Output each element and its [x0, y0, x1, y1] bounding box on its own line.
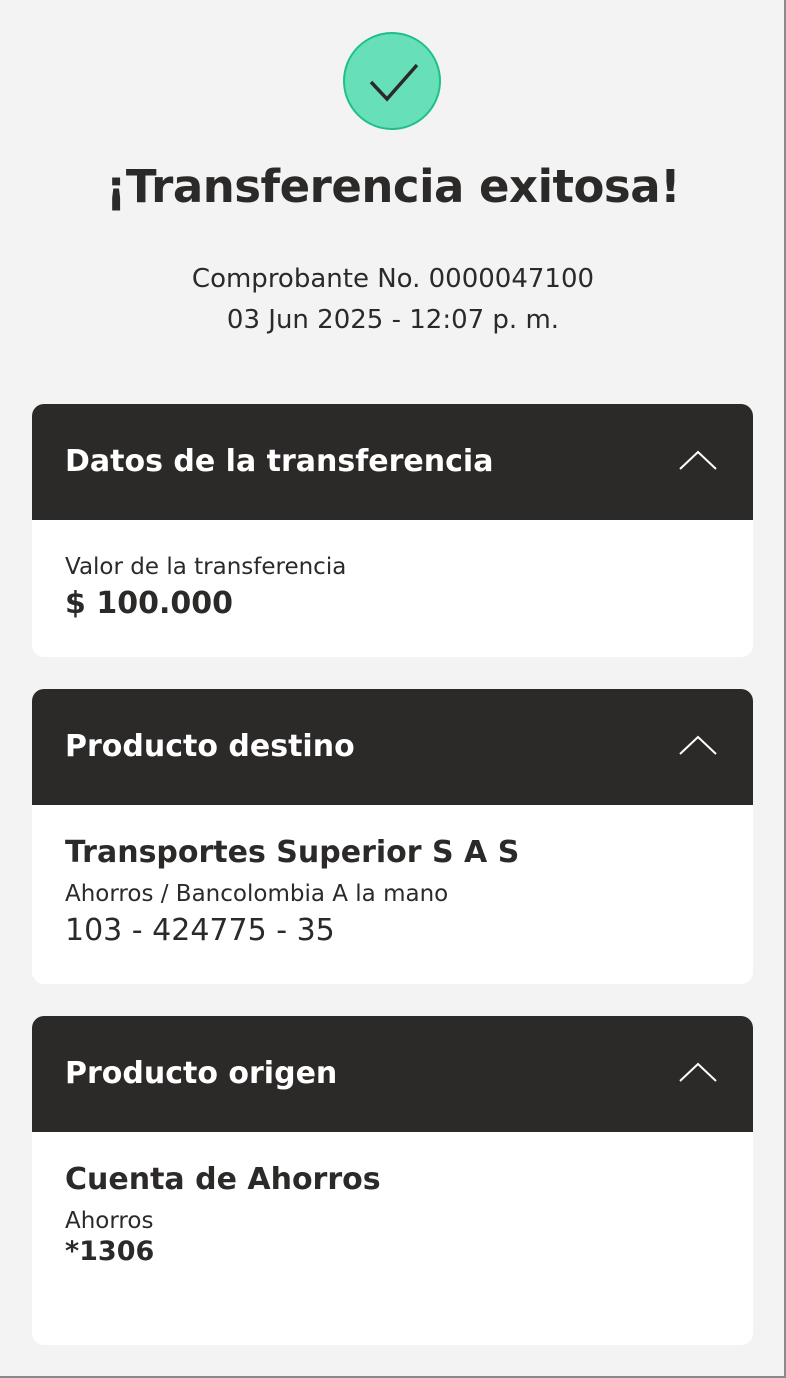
section-title: Producto destino: [65, 729, 355, 764]
amount-value: $ 100.000: [65, 586, 233, 621]
page-title: ¡Transferencia exitosa!: [105, 160, 681, 213]
section-header-transfer-data[interactable]: Datos de la transferencia: [32, 404, 753, 520]
section-header-destination[interactable]: Producto destino: [32, 689, 753, 805]
card-origin-product: Producto origen Cuenta de Ahorros Ahorro…: [32, 1016, 753, 1345]
section-title: Datos de la transferencia: [65, 444, 494, 479]
amount-label: Valor de la transferencia: [65, 554, 347, 580]
section-header-origin[interactable]: Producto origen: [32, 1016, 753, 1132]
destination-account-type: Ahorros / Bancolombia A la mano: [65, 881, 449, 907]
section-title: Producto origen: [65, 1056, 338, 1091]
destination-account-number: 103 - 424775 - 35: [65, 913, 335, 948]
origin-name: Cuenta de Ahorros: [65, 1162, 381, 1197]
destination-name: Transportes Superior S A S: [65, 835, 520, 870]
transfer-datetime: 03 Jun 2025 - 12:07 p. m.: [226, 305, 560, 335]
card-destination-product: Producto destino Transportes Superior S …: [32, 689, 753, 984]
receipt-number: Comprobante No. 0000047100: [191, 264, 595, 294]
chevron-up-icon[interactable]: [679, 734, 717, 756]
origin-account-type: Ahorros: [65, 1208, 154, 1234]
chevron-up-icon[interactable]: [679, 1061, 717, 1083]
card-transfer-data: Datos de la transferencia Valor de la tr…: [32, 404, 753, 657]
chevron-up-icon[interactable]: [679, 449, 717, 471]
origin-account-number: *1306: [65, 1236, 155, 1267]
success-check-icon: [343, 32, 441, 130]
